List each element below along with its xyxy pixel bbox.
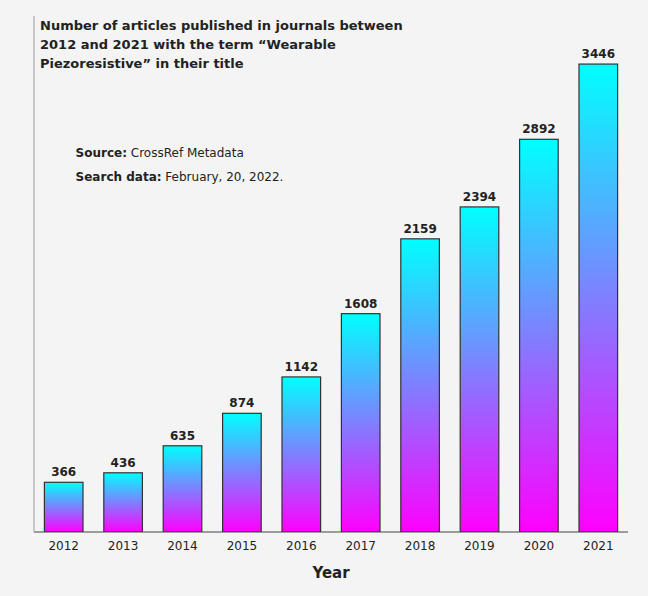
x-tick-label: 2019 bbox=[464, 539, 495, 553]
bar bbox=[401, 239, 440, 532]
annotation: Source: CrossRef Metadata bbox=[76, 146, 244, 160]
annotation: Search data: February, 20, 2022. bbox=[76, 170, 284, 184]
bar bbox=[44, 482, 83, 532]
x-tick-label: 2015 bbox=[227, 539, 258, 553]
bars bbox=[44, 64, 617, 532]
annotation-bold: Search data: bbox=[76, 170, 162, 184]
x-tick-label: 2017 bbox=[345, 539, 376, 553]
data-label: 1142 bbox=[285, 360, 318, 374]
data-label: 3446 bbox=[582, 47, 615, 61]
y-axis-line bbox=[34, 16, 35, 532]
x-tick-label: 2013 bbox=[108, 539, 139, 553]
title: Number of articles published in journals… bbox=[40, 18, 403, 71]
bar bbox=[104, 473, 143, 532]
data-label: 2892 bbox=[522, 122, 555, 136]
data-label: 2159 bbox=[403, 222, 436, 236]
title-line: Piezoresistive” in their title bbox=[40, 56, 244, 71]
bar bbox=[520, 139, 559, 532]
data-label: 874 bbox=[229, 396, 254, 410]
data-label: 436 bbox=[111, 456, 136, 470]
bar bbox=[223, 413, 262, 532]
background bbox=[0, 0, 648, 596]
data-label: 2394 bbox=[463, 190, 496, 204]
annotation-text: February, 20, 2022. bbox=[162, 170, 284, 184]
data-label: 1608 bbox=[344, 297, 377, 311]
annotation-text: CrossRef Metadata bbox=[127, 146, 244, 160]
bar bbox=[460, 207, 499, 532]
x-axis-line bbox=[34, 532, 628, 533]
x-axis-label: Year bbox=[311, 564, 350, 582]
x-tick-label: 2012 bbox=[48, 539, 79, 553]
bar bbox=[341, 314, 380, 532]
data-label: 366 bbox=[51, 465, 76, 479]
bar bbox=[579, 64, 618, 532]
data-label: 635 bbox=[170, 429, 195, 443]
x-tick-label: 2020 bbox=[524, 539, 555, 553]
annotation-bold: Source: bbox=[76, 146, 127, 160]
bar bbox=[163, 446, 202, 532]
title-line: 2012 and 2021 with the term “Wearable bbox=[40, 37, 336, 52]
x-tick-label: 2016 bbox=[286, 539, 317, 553]
x-tick-label: 2021 bbox=[583, 539, 614, 553]
x-tick-label: 2018 bbox=[405, 539, 436, 553]
bar bbox=[282, 377, 321, 532]
x-tick-label: 2014 bbox=[167, 539, 198, 553]
title-line: Number of articles published in journals… bbox=[40, 18, 403, 33]
chart: 366 436 635 874 1142 1608 2159 2394 2892 3446 2012… bbox=[0, 0, 648, 596]
